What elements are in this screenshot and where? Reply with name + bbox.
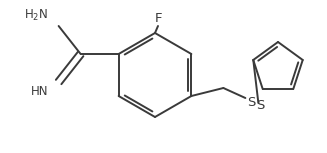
Text: H$_2$N: H$_2$N <box>25 8 49 23</box>
Text: S: S <box>247 97 256 110</box>
Text: HN: HN <box>31 85 49 98</box>
Text: S: S <box>256 99 265 112</box>
Text: F: F <box>154 11 162 24</box>
